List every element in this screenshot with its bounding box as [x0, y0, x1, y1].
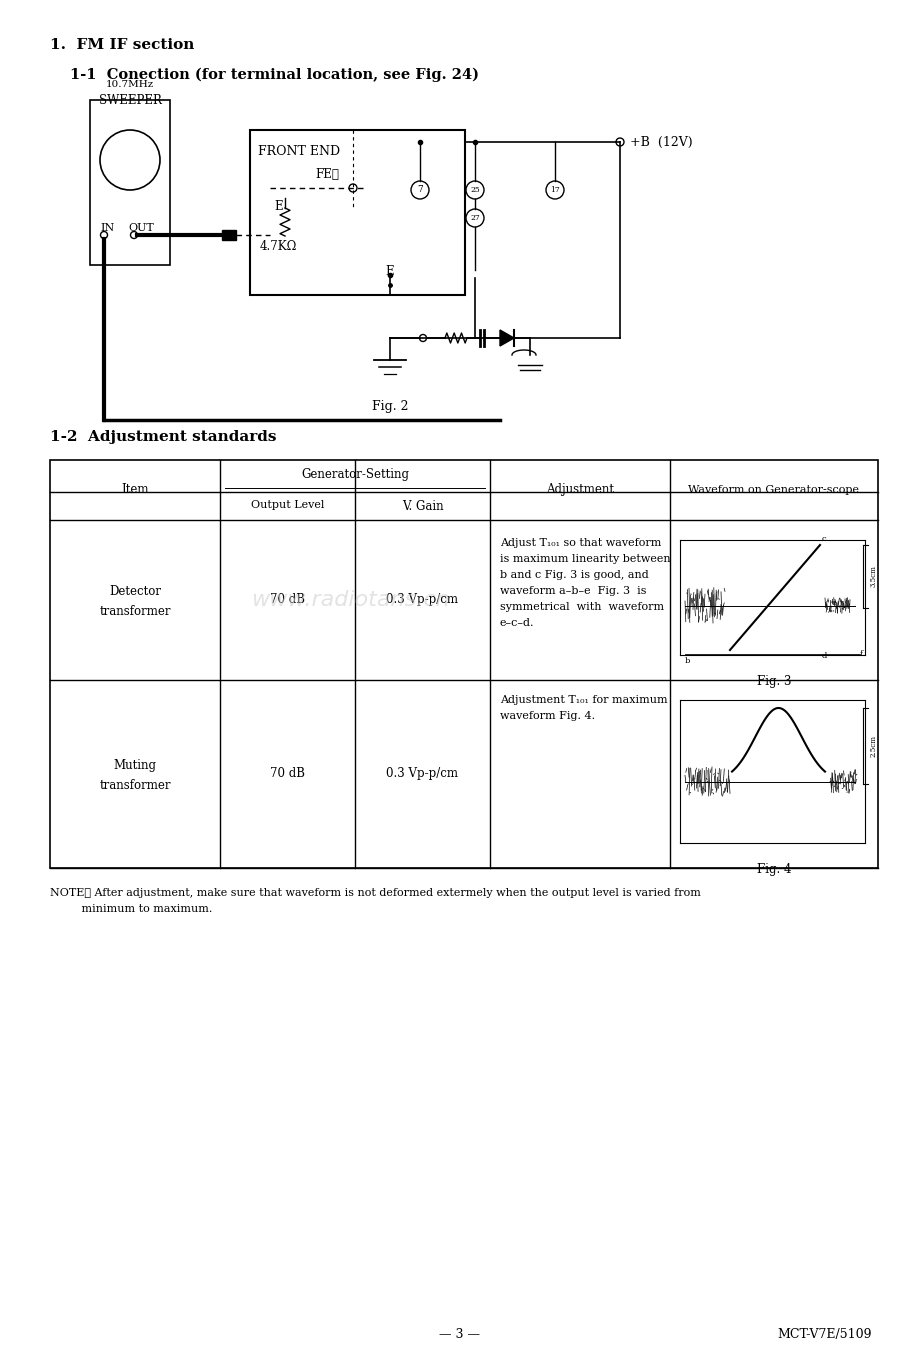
Text: 2.5cm: 2.5cm [869, 735, 877, 757]
Text: Adjust T₁₀₁ so that waveform: Adjust T₁₀₁ so that waveform [499, 537, 661, 548]
Text: E: E [274, 200, 282, 213]
Text: waveform a–b–e  Fig. 3  is: waveform a–b–e Fig. 3 is [499, 585, 646, 596]
Text: 27: 27 [470, 214, 480, 222]
Text: 10.7MHz: 10.7MHz [106, 80, 154, 89]
Text: transformer: transformer [99, 606, 171, 618]
Text: www.radiotans.cn: www.radiotans.cn [250, 590, 448, 610]
Bar [221, 230, 236, 240]
Circle shape [419, 335, 426, 341]
Text: Adjustment T₁₀₁ for maximum: Adjustment T₁₀₁ for maximum [499, 695, 667, 705]
Text: e: e [831, 599, 836, 607]
Text: Adjustment: Adjustment [545, 484, 613, 496]
Text: 1-1  Conection (for terminal location, see Fig. 24): 1-1 Conection (for terminal location, se… [70, 69, 479, 82]
Text: FRONT END: FRONT END [257, 145, 340, 158]
Text: Muting: Muting [113, 760, 156, 772]
Text: 7: 7 [416, 185, 423, 195]
Text: Detector: Detector [108, 585, 161, 599]
Bar [50, 461, 877, 868]
Text: V. Gain: V. Gain [402, 500, 443, 513]
Text: 0.3 Vp-p/cm: 0.3 Vp-p/cm [386, 768, 458, 780]
Circle shape [545, 181, 563, 199]
Text: is maximum linearity between: is maximum linearity between [499, 554, 670, 563]
Text: Item: Item [121, 484, 149, 496]
Bar [90, 100, 170, 265]
Circle shape [348, 184, 357, 192]
Circle shape [466, 208, 483, 228]
Text: FE⑥: FE⑥ [314, 169, 338, 181]
Polygon shape [499, 330, 514, 345]
Circle shape [466, 181, 483, 199]
Text: — 3 —: — 3 — [439, 1328, 480, 1341]
Text: +B  (12V): +B (12V) [630, 136, 692, 148]
Text: 17: 17 [550, 186, 560, 195]
Text: waveform Fig. 4.: waveform Fig. 4. [499, 712, 595, 721]
Text: b: b [685, 657, 689, 665]
Text: IN: IN [100, 223, 114, 233]
Text: 3.5cm: 3.5cm [869, 565, 877, 587]
Text: OUT: OUT [128, 223, 153, 233]
Bar [250, 130, 464, 295]
Text: SWEEPER: SWEEPER [98, 95, 161, 107]
Circle shape [100, 130, 160, 191]
Text: Output Level: Output Level [251, 500, 323, 510]
Text: MCT-V7E/5109: MCT-V7E/5109 [777, 1328, 871, 1341]
Text: 4.7KΩ: 4.7KΩ [260, 240, 297, 254]
Text: symmetrical  with  waveform: symmetrical with waveform [499, 602, 664, 611]
Text: 1.  FM IF section: 1. FM IF section [50, 38, 194, 52]
Text: Fig. 2: Fig. 2 [371, 400, 408, 413]
Text: 0.3 Vp-p/cm: 0.3 Vp-p/cm [386, 594, 458, 606]
Text: e–c–d.: e–c–d. [499, 618, 534, 628]
Circle shape [100, 232, 108, 239]
Text: 70 dB: 70 dB [269, 594, 305, 606]
Text: f: f [859, 650, 862, 658]
Text: Waveform on Generator-scope: Waveform on Generator-scope [687, 485, 858, 495]
Text: d: d [821, 653, 826, 659]
Circle shape [130, 232, 137, 239]
Text: Fig. 4: Fig. 4 [756, 862, 790, 876]
Text: c: c [821, 535, 826, 543]
Text: 1-2  Adjustment standards: 1-2 Adjustment standards [50, 430, 277, 444]
Text: b and c Fig. 3 is good, and: b and c Fig. 3 is good, and [499, 570, 648, 580]
Circle shape [411, 181, 428, 199]
Text: Generator-Setting: Generator-Setting [301, 468, 409, 481]
Text: E: E [385, 265, 394, 278]
Text: NOTE： After adjustment, make sure that waveform is not deformed extermely when t: NOTE： After adjustment, make sure that w… [50, 888, 700, 898]
Text: 25: 25 [470, 186, 480, 195]
Text: transformer: transformer [99, 780, 171, 792]
Text: Fig. 3: Fig. 3 [756, 675, 790, 688]
Circle shape [616, 138, 623, 145]
Text: 70 dB: 70 dB [269, 768, 305, 780]
Text: minimum to maximum.: minimum to maximum. [50, 903, 212, 914]
